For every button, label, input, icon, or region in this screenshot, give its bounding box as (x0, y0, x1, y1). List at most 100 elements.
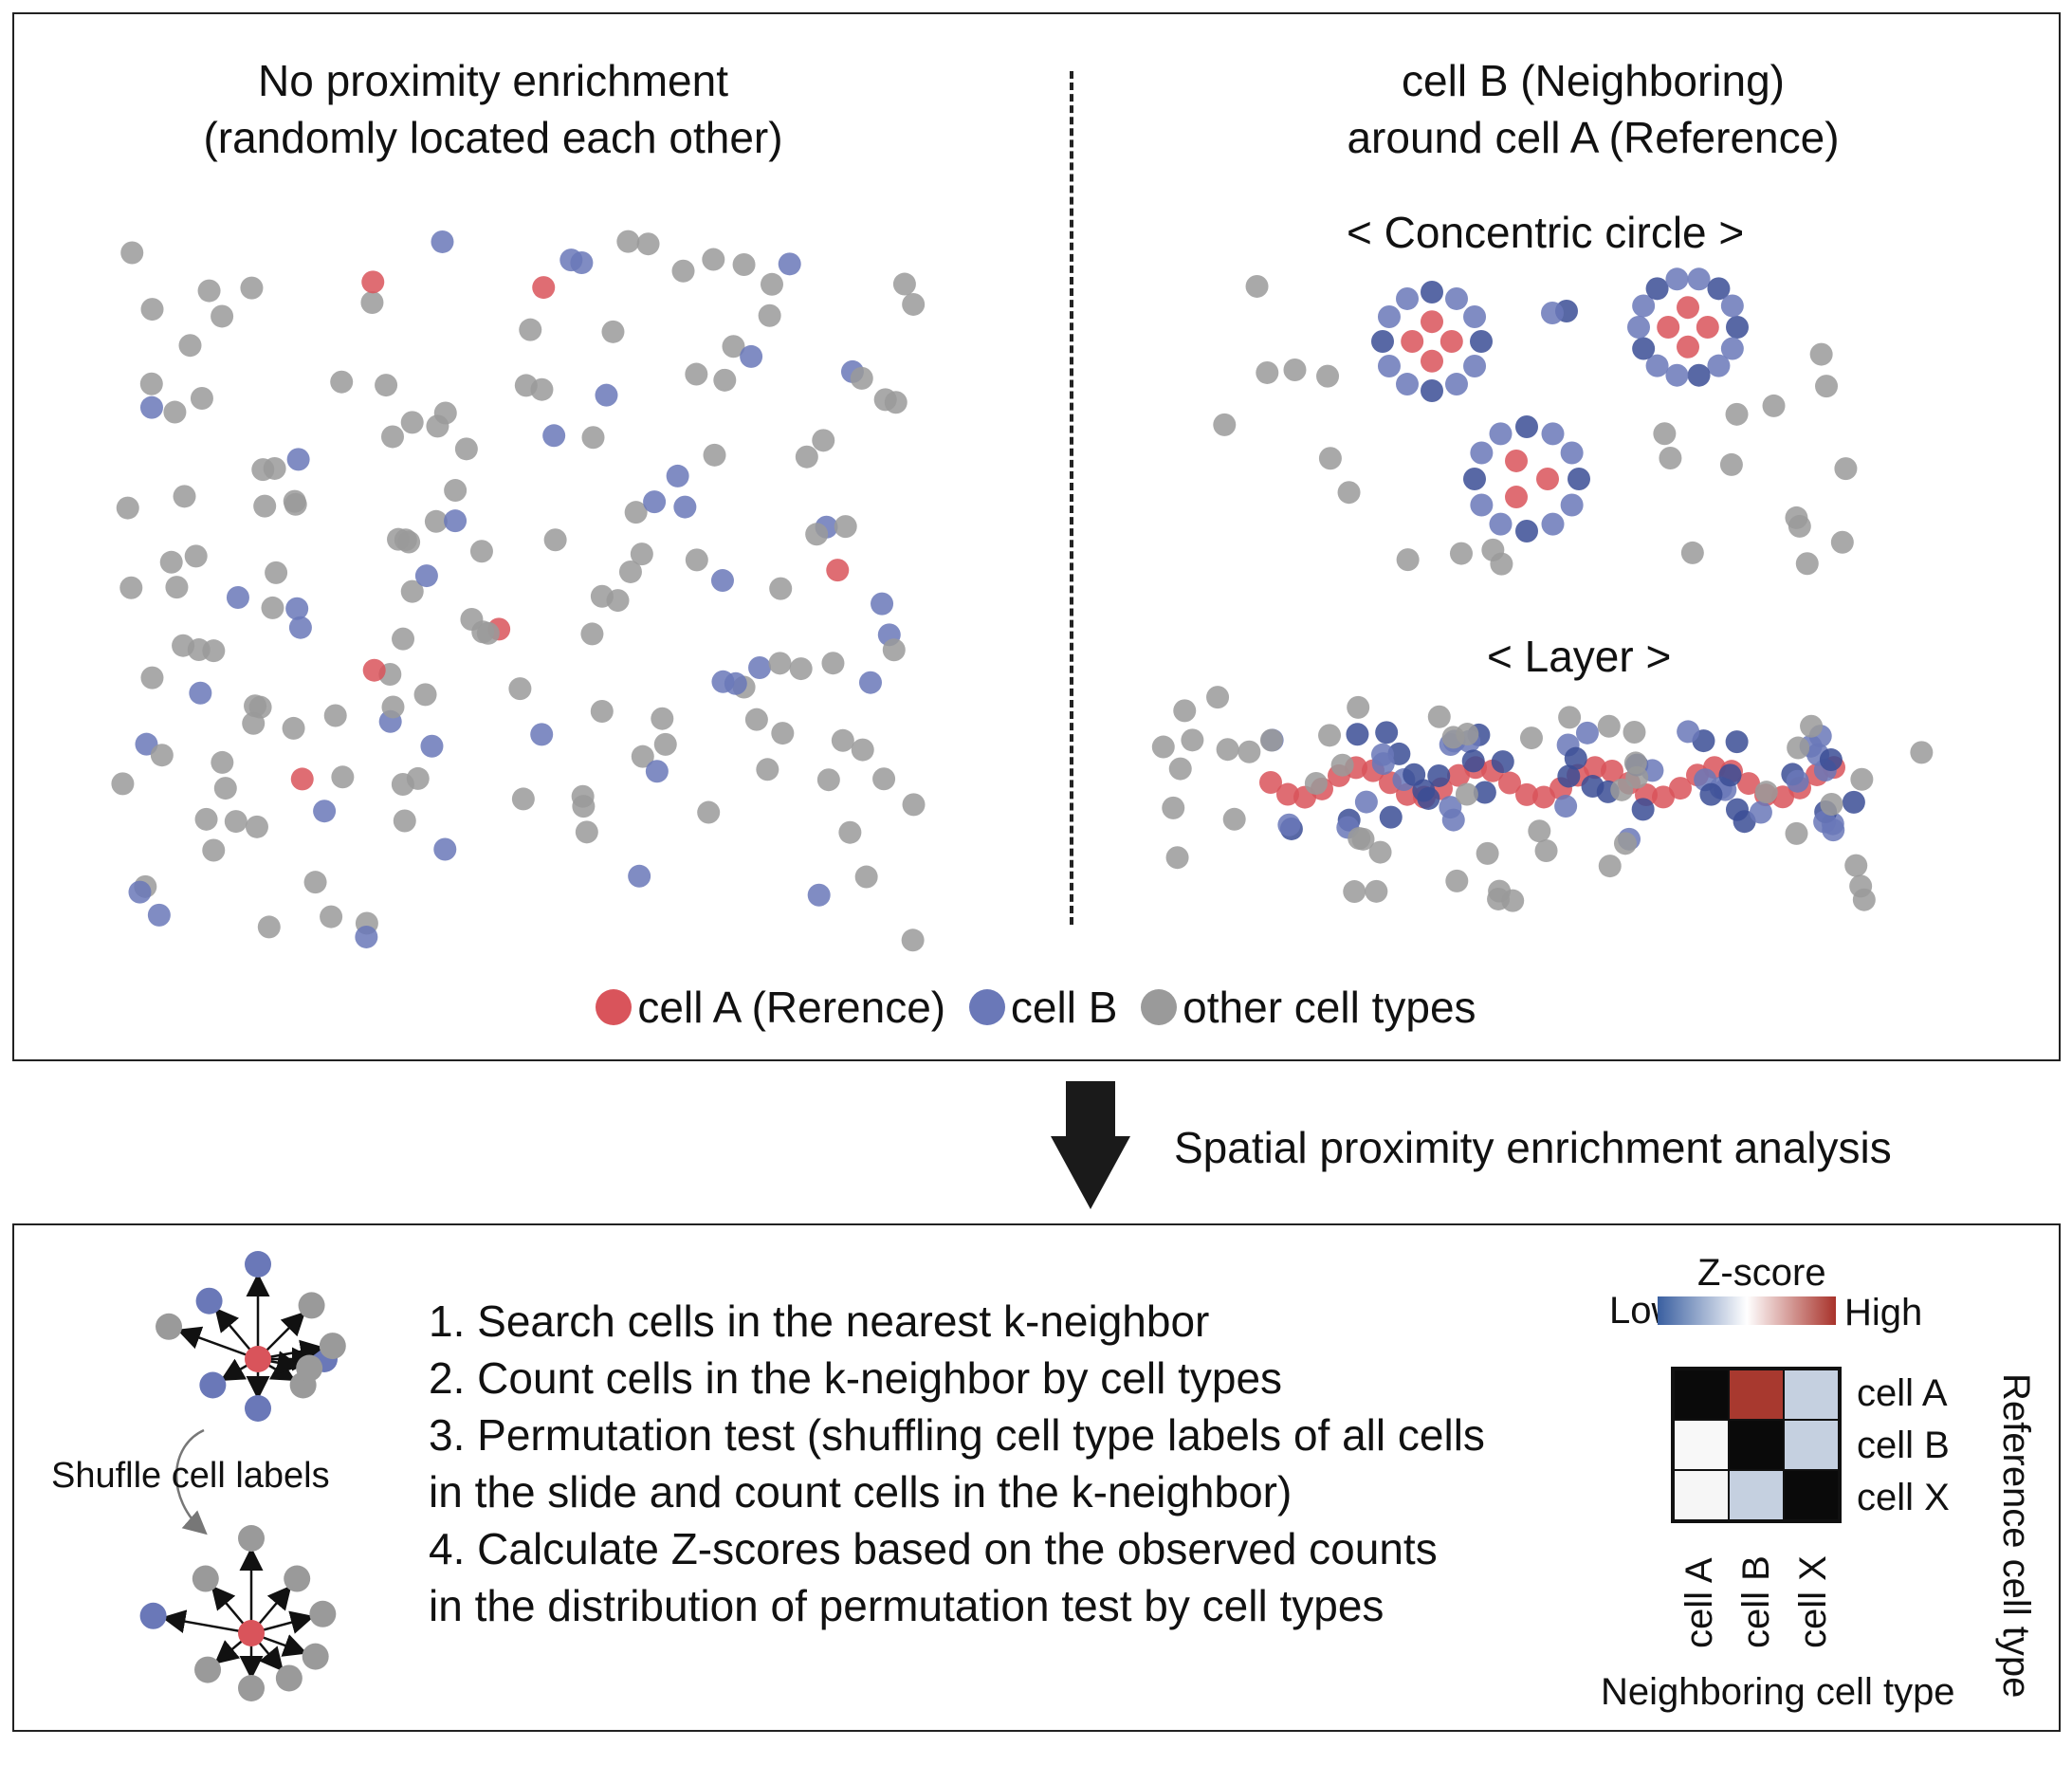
cell-dot (1558, 706, 1582, 729)
heatmap-col-label-b: cell B (1735, 1555, 1777, 1648)
cell-dot (1820, 792, 1843, 816)
cell-dot (1515, 520, 1538, 542)
cell-dot (1575, 721, 1599, 745)
cell-dot (1632, 337, 1656, 360)
cell-dot (159, 550, 183, 574)
cell-dot (1498, 771, 1521, 795)
cell-dot (1445, 869, 1469, 892)
heatmap (1671, 1367, 1842, 1523)
cell-dot (184, 544, 208, 568)
cell-dot (826, 559, 850, 582)
cell-dot (1370, 743, 1394, 766)
cell-dot (1348, 826, 1371, 850)
step-4: 4. Calculate Z-scores based on the obser… (429, 1520, 1438, 1577)
heatmap-cell (1674, 1470, 1729, 1520)
cell-dot (253, 494, 277, 518)
cell-dot (413, 683, 437, 707)
cell-dot (1613, 832, 1637, 855)
cell-dot (1749, 800, 1772, 824)
cell-dot (1283, 358, 1307, 381)
cell-dot (1491, 750, 1514, 774)
cell-dot (630, 542, 653, 566)
cell-dot (595, 383, 618, 407)
cell-dot (330, 370, 354, 394)
cell-dot (244, 694, 267, 718)
cell-dot (1396, 373, 1419, 396)
cell-dot (1277, 813, 1301, 837)
cell-dot (1276, 782, 1299, 806)
cell-dot (821, 652, 845, 675)
cell-dot (1439, 796, 1462, 819)
cell-dot (1568, 468, 1590, 490)
cell-dot (286, 448, 310, 471)
heatmap-cell (1729, 1470, 1784, 1520)
cell-dot (1687, 267, 1711, 291)
cell-dot (375, 374, 398, 397)
cell-dot (362, 658, 386, 682)
cell-dot (1181, 728, 1204, 752)
cell-dot (807, 883, 831, 907)
cell-dot (789, 657, 813, 681)
cell-dot (119, 576, 143, 599)
cell-dot (1489, 512, 1513, 536)
cell-dot (139, 372, 163, 395)
cell-dot (1707, 354, 1731, 377)
cell-dot (381, 425, 405, 449)
step-2-text: 2. Count cells in the k-neighbor by cell… (429, 1353, 1283, 1403)
cell-dot (1259, 771, 1282, 794)
cell-dot (1487, 887, 1511, 910)
knn-neighbor-dot (298, 1292, 325, 1319)
knn-neighbor-dot (192, 1565, 219, 1592)
cell-dot (1834, 457, 1858, 481)
cell-dot (871, 592, 894, 616)
cell-dot (666, 464, 689, 487)
cell-dot (1519, 726, 1543, 750)
step-1-text: 1. Search cells in the nearest k-neighbo… (429, 1296, 1210, 1346)
cell-dot (643, 490, 667, 514)
knn-neighbor-dot (194, 1656, 222, 1683)
legend-swatch-cell-a (596, 989, 633, 1025)
cell-dot (532, 276, 556, 300)
step-4-cont: in the distribution of permutation test … (429, 1577, 1384, 1634)
cell-dot (713, 368, 737, 392)
step-3: 3. Permutation test (shuffling cell type… (429, 1406, 1485, 1463)
cell-dot (1541, 512, 1565, 536)
cell-dot (1505, 449, 1528, 472)
cell-dot (1476, 841, 1499, 865)
knn-neighbor-dot (199, 1371, 227, 1399)
cell-dot (1737, 772, 1760, 796)
cell-dot (645, 760, 669, 783)
cell-dot (1515, 782, 1538, 806)
cell-dot (1463, 355, 1487, 377)
cell-dot (1222, 807, 1246, 831)
cell-dot (190, 387, 213, 411)
cell-dot (1318, 724, 1342, 747)
cell-dot (1677, 296, 1699, 320)
cell-dot (211, 304, 234, 328)
cell-dot (1809, 342, 1833, 366)
cell-dot (1813, 810, 1837, 834)
cell-dot (1316, 364, 1340, 388)
cell-dot (426, 414, 449, 438)
cell-dot (1657, 316, 1680, 339)
cell-dot (1601, 759, 1623, 782)
cell-dot (1318, 447, 1342, 470)
knn-neighbor-dot (319, 1333, 346, 1360)
heatmap-cell (1784, 1470, 1839, 1520)
cell-dot (178, 334, 202, 358)
colorbar (1658, 1296, 1836, 1325)
step-2: 2. Count cells in the k-neighbor by cell… (429, 1350, 1282, 1406)
cell-dot (1347, 695, 1370, 719)
cell-dot (1653, 422, 1677, 446)
cell-dot (1445, 286, 1468, 310)
cell-dot (290, 767, 314, 791)
cell-dot (211, 750, 234, 774)
cell-dot (1850, 767, 1874, 791)
knn-neighbor-dot (302, 1643, 329, 1670)
cell-dot (795, 445, 818, 469)
cell-dot (1541, 422, 1565, 446)
colorbar-high: High (1844, 1292, 1923, 1333)
cell-dot (530, 723, 554, 746)
cell-dot (1819, 748, 1843, 772)
cell-dot (1421, 281, 1443, 303)
